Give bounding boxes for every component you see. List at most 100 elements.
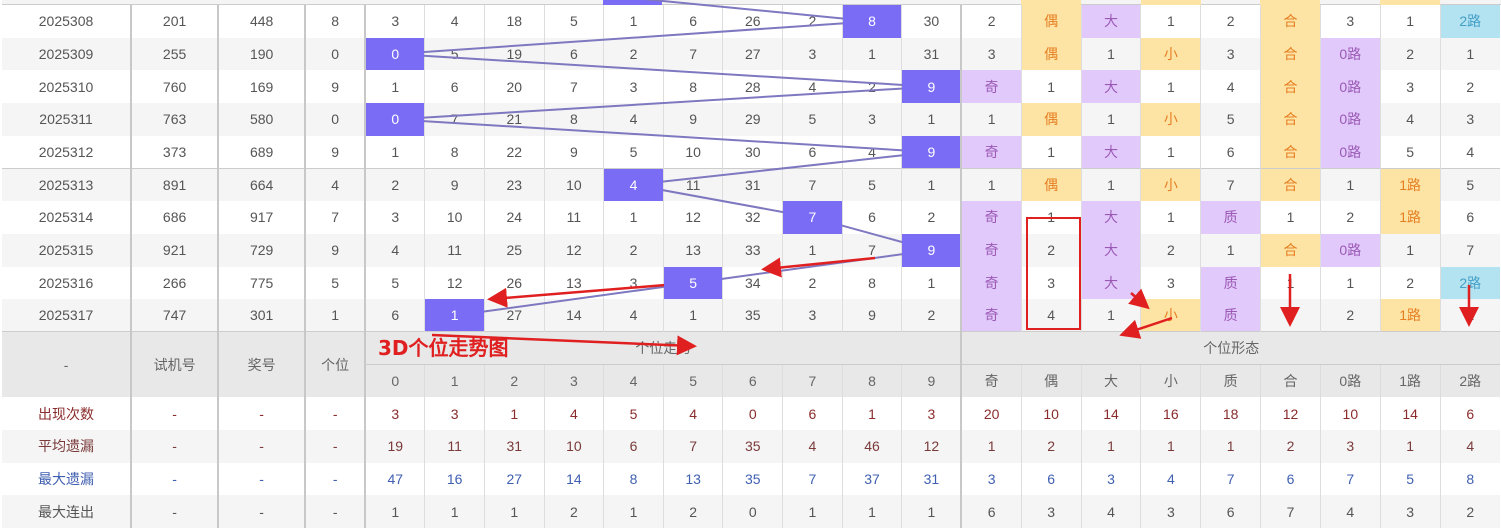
trend-miss-cell: 23	[483, 167, 545, 202]
form-cell: 1	[1020, 201, 1082, 234]
table-row: 2025313 891 664 4 2 9 23 10 4 11 31 7 5 1 1 偶 1 小 7 合 1 1路 5	[2, 167, 1500, 202]
trend-miss-cell: 1	[901, 266, 962, 300]
units-digit-cell: 5	[304, 266, 366, 300]
trend-miss-cell: 13	[543, 266, 604, 300]
period-cell: 2025316	[2, 266, 132, 300]
stats-empty-cell: -	[130, 429, 219, 463]
form-cell: 1路	[1379, 167, 1441, 202]
stats-value: 31	[483, 429, 545, 463]
trend-miss-cell: 2	[603, 233, 664, 267]
form-cell: 小	[1140, 299, 1201, 332]
form-cell: 奇	[960, 299, 1022, 332]
form-cell: 2路	[1439, 266, 1500, 300]
stats-value: 6	[1200, 495, 1261, 528]
trend-miss-cell: 10	[662, 135, 723, 169]
stats-value: 4	[1319, 495, 1381, 528]
stats-label: 最大连出	[2, 495, 132, 528]
trend-miss-cell: 24	[483, 201, 545, 234]
form-cell: 4	[1439, 135, 1500, 169]
period-cell: 2025313	[2, 167, 132, 202]
form-cell: 4	[1379, 103, 1441, 136]
period-cell: 2025309	[2, 37, 132, 71]
header-form: 小	[1140, 364, 1201, 398]
table-row: 2025308 201 448 8 3 4 18 5 1 6 26 2 8 30 2 偶大 1 2 合 3 1 2路	[2, 5, 1500, 38]
form-cell: 大	[1080, 135, 1141, 169]
stats-value: 2	[662, 495, 723, 528]
form-cell: 1	[1140, 135, 1201, 169]
trend-miss-cell: 5	[543, 5, 604, 38]
trend-miss-cell: 3	[782, 299, 843, 332]
form-cell: 1	[960, 103, 1022, 136]
stats-value: 0	[722, 397, 783, 430]
trend-miss-cell: 28	[722, 70, 783, 104]
form-cell: 3	[1319, 5, 1381, 38]
form-cell: 合	[1260, 135, 1321, 169]
form-cell: 质	[1200, 299, 1261, 332]
trend-miss-cell: 26	[483, 266, 545, 300]
trend-miss-cell: 8	[424, 135, 485, 169]
trend-miss-cell: 25	[483, 233, 545, 267]
stats-value: 6	[1439, 397, 1500, 430]
stats-value: 3	[1080, 462, 1141, 496]
trend-miss-cell: 3	[603, 70, 664, 104]
period-cell: 2025315	[2, 233, 132, 267]
trend-miss-cell: 2	[901, 299, 962, 332]
form-cell: 2	[1319, 201, 1381, 234]
stats-row: 平均遗漏 - - -19 11 31 10 6 7 35 4 46 12 1 2 1 1 1 2 3 1 4	[2, 429, 1500, 463]
header-digit-9: 9	[901, 364, 962, 398]
trend-miss-cell: 1	[901, 167, 962, 202]
form-cell: 1	[1319, 167, 1381, 202]
stats-value: 6	[960, 495, 1022, 528]
stats-empty-cell: -	[304, 495, 366, 528]
form-cell: 合	[1260, 70, 1321, 104]
stats-value: 2	[1260, 429, 1321, 463]
form-cell: 1	[1439, 37, 1500, 71]
draw-number-cell: 689	[217, 135, 306, 169]
form-cell: 1	[1020, 70, 1082, 104]
header-form: 奇	[960, 364, 1022, 398]
trend-miss-cell: 1	[603, 5, 664, 38]
header-form: 0路	[1319, 364, 1381, 398]
draw-number-cell: 917	[217, 201, 306, 234]
form-cell: 大	[1080, 266, 1141, 300]
draw-number-cell: 729	[217, 233, 306, 267]
stats-value: 31	[901, 462, 962, 496]
header-form: 偶	[1020, 364, 1082, 398]
trend-miss-cell: 13	[662, 233, 723, 267]
trend-miss-cell: 20	[483, 70, 545, 104]
period-cell: 2025317	[2, 299, 132, 332]
period-cell: 2025312	[2, 135, 132, 169]
test-number-cell: 747	[130, 299, 219, 332]
trend-miss-cell: 4	[603, 299, 664, 332]
stats-value: 1	[483, 397, 545, 430]
form-cell: 1	[960, 167, 1022, 202]
header-digit-3: 3	[543, 364, 604, 398]
form-cell: 1路	[1379, 201, 1441, 234]
trend-miss-cell: 30	[722, 135, 783, 169]
form-cell: 2	[1020, 233, 1082, 267]
trend-miss-cell: 6	[364, 299, 425, 332]
stats-value: 3	[901, 397, 962, 430]
form-cell: 偶	[1020, 103, 1082, 136]
stats-value: 6	[782, 397, 843, 430]
stats-row: 最大遗漏 - - -47 16 27 14 8 13 35 7 37 31 3 6 3 4 7 6 7 5 8	[2, 462, 1500, 496]
trend-hit-cell: 0	[364, 103, 425, 136]
draw-number-cell: 301	[217, 299, 306, 332]
form-cell: 1	[1080, 299, 1141, 332]
form-cell: 合	[1260, 233, 1321, 267]
trend-miss-cell: 1	[662, 299, 723, 332]
trend-miss-cell: 31	[901, 37, 962, 71]
trend-miss-cell: 14	[543, 299, 604, 332]
form-cell: 小	[1140, 103, 1201, 136]
form-cell: 7	[1439, 233, 1500, 267]
header-form: 1路	[1379, 364, 1441, 398]
header-digit-2: 2	[483, 364, 545, 398]
form-cell: 奇	[960, 233, 1022, 267]
stats-value: 3	[424, 397, 485, 430]
stats-value: 4	[1080, 495, 1141, 528]
form-cell: 1	[1379, 233, 1441, 267]
form-cell: 6	[1439, 201, 1500, 234]
form-cell: 0路	[1319, 103, 1381, 136]
trend-miss-cell: 5	[782, 103, 843, 136]
